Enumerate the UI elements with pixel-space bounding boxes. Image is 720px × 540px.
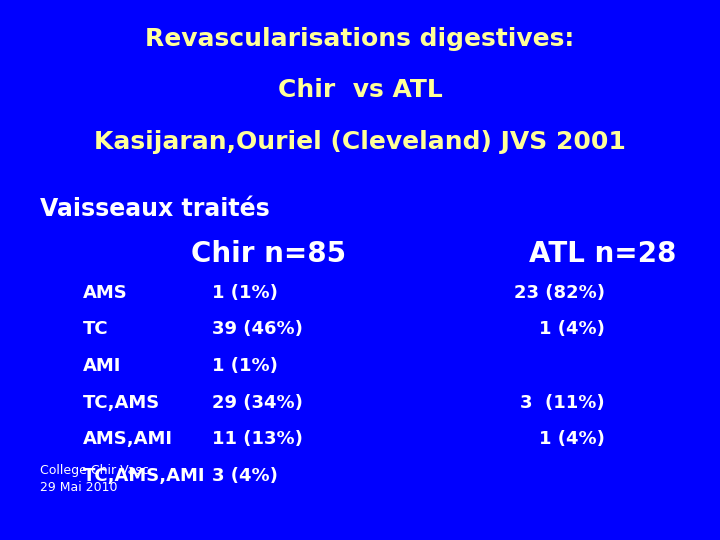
Text: Vaisseaux traités: Vaisseaux traités [40,197,269,221]
Text: TC,AMS: TC,AMS [83,394,160,411]
Text: 1 (1%): 1 (1%) [212,284,278,301]
Text: 1 (4%): 1 (4%) [539,320,605,338]
Text: 29 (34%): 29 (34%) [212,394,303,411]
Text: 3  (11%): 3 (11%) [520,394,605,411]
Text: Chir n=85: Chir n=85 [191,240,346,268]
Text: 3 (4%): 3 (4%) [212,467,278,485]
Text: College Chir Vasc
29 Mai 2010: College Chir Vasc 29 Mai 2010 [40,464,148,494]
Text: Kasijaran,Ouriel (Cleveland) JVS 2001: Kasijaran,Ouriel (Cleveland) JVS 2001 [94,130,626,153]
Text: 23 (82%): 23 (82%) [514,284,605,301]
Text: ATL n=28: ATL n=28 [529,240,677,268]
Text: TC: TC [83,320,109,338]
Text: 1 (1%): 1 (1%) [212,357,278,375]
Text: TC,AMS,AMI: TC,AMS,AMI [83,467,205,485]
Text: 1 (4%): 1 (4%) [539,430,605,448]
Text: AMI: AMI [83,357,121,375]
Text: 39 (46%): 39 (46%) [212,320,303,338]
Text: Revascularisations digestives:: Revascularisations digestives: [145,27,575,51]
Text: 11 (13%): 11 (13%) [212,430,303,448]
Text: AMS,AMI: AMS,AMI [83,430,173,448]
Text: Chir  vs ATL: Chir vs ATL [278,78,442,102]
Text: AMS: AMS [83,284,127,301]
